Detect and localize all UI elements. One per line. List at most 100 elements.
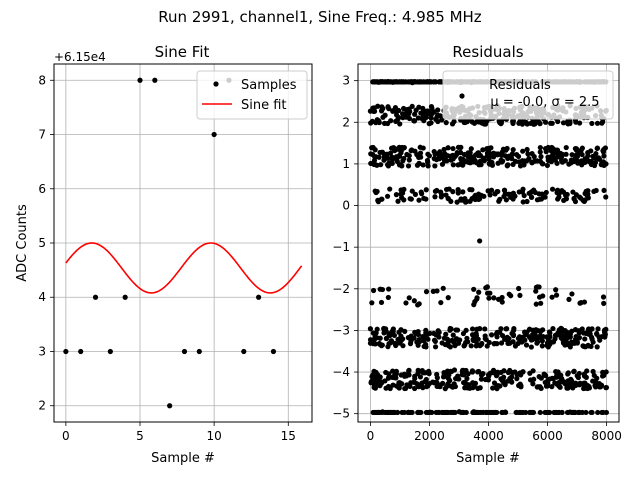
residual-point [539, 343, 545, 349]
residual-point [369, 118, 375, 124]
residual-point [486, 160, 492, 167]
residual-point [579, 151, 585, 158]
residual-point [509, 374, 515, 380]
residual-point [418, 189, 424, 195]
residual-point [560, 151, 566, 158]
residual-point [510, 332, 517, 338]
residual-point [549, 147, 556, 153]
residual-point [574, 373, 580, 379]
residual-point [523, 342, 530, 348]
residual-point [370, 79, 376, 85]
residuals-panel: Residuals 0 2000 4000 6000 8000 −5 −4 −3 −2 −1 0 1 2… [332, 43, 622, 466]
residual-point [579, 145, 585, 151]
residual-point [538, 154, 544, 160]
legend-residuals-label: Residuals [489, 78, 551, 93]
residual-point [545, 344, 551, 350]
residual-point [585, 343, 591, 349]
residual-point [517, 163, 524, 169]
residual-point [568, 376, 574, 382]
residual-point [424, 157, 431, 164]
residual-point [511, 327, 517, 333]
residual-point [536, 191, 542, 197]
residual-point [458, 196, 464, 202]
residual-point [524, 198, 530, 205]
residual-point [577, 300, 583, 306]
residual-point [589, 120, 595, 127]
residual-point [474, 296, 480, 302]
residual-point [369, 374, 375, 380]
residual-point [491, 295, 497, 301]
residual-point [550, 325, 556, 332]
residual-point [421, 343, 427, 350]
residual-point [385, 409, 391, 416]
residual-point [447, 344, 453, 350]
residual-point [434, 383, 440, 390]
residual-point [431, 79, 437, 85]
residual-point [412, 148, 418, 154]
residual-point [588, 334, 595, 340]
residual-point [599, 159, 605, 165]
residual-point [538, 375, 544, 381]
residual-point [380, 409, 386, 416]
residual-point [481, 158, 488, 164]
residual-point [573, 333, 579, 340]
residual-point [494, 334, 500, 340]
residual-point [416, 79, 422, 85]
residual-point [502, 382, 508, 388]
residual-point [464, 375, 470, 382]
residual-point [371, 157, 378, 164]
residual-point [456, 337, 462, 344]
residual-point [367, 337, 374, 343]
residual-point [412, 111, 418, 117]
residual-point [389, 155, 395, 162]
residual-point [453, 152, 460, 158]
residual-point [471, 286, 477, 292]
residual-point [418, 110, 424, 116]
residual-point [492, 191, 498, 197]
residual-point [467, 150, 473, 156]
residual-point [577, 380, 583, 386]
residual-point [409, 409, 415, 416]
residual-point [450, 145, 456, 152]
residual-point [527, 409, 533, 416]
residual-point [441, 146, 447, 153]
residual-point [408, 148, 414, 154]
residual-point [592, 382, 598, 389]
residual-point [462, 199, 469, 205]
residual-point [386, 331, 393, 337]
residual-point [554, 372, 560, 379]
residual-point [455, 187, 461, 193]
residual-point [572, 409, 578, 416]
residual-point [576, 194, 583, 200]
residual-point [504, 337, 511, 343]
residual-point [412, 329, 418, 335]
residual-point [562, 158, 568, 164]
residual-point [545, 144, 551, 151]
residual-point [416, 336, 422, 343]
residual-point [450, 384, 456, 390]
residual-point [576, 330, 582, 336]
residual-point [549, 384, 555, 390]
legend-residuals-stats: μ = -0.0, σ = 2.5 [490, 95, 599, 110]
residual-point [526, 156, 532, 162]
sine-fit-ytick-label: 5 [38, 236, 46, 250]
residual-point [603, 384, 610, 391]
residual-point [569, 291, 575, 297]
residual-point [474, 341, 480, 347]
residual-point [562, 381, 568, 387]
residual-point [573, 152, 579, 158]
sine-fit-legend: Samples Sine fit [196, 70, 308, 120]
residual-point [494, 152, 501, 158]
residual-point [510, 147, 516, 153]
residual-point [483, 285, 489, 291]
residual-point [500, 376, 506, 382]
residuals-ytick-label: −3 [332, 323, 350, 337]
residuals-ytick-label: 3 [342, 74, 350, 88]
residual-point [448, 198, 454, 205]
residual-point [461, 159, 467, 165]
residual-point [449, 368, 455, 375]
residual-point [411, 118, 418, 124]
residual-point [582, 336, 588, 342]
residual-point [559, 336, 565, 342]
